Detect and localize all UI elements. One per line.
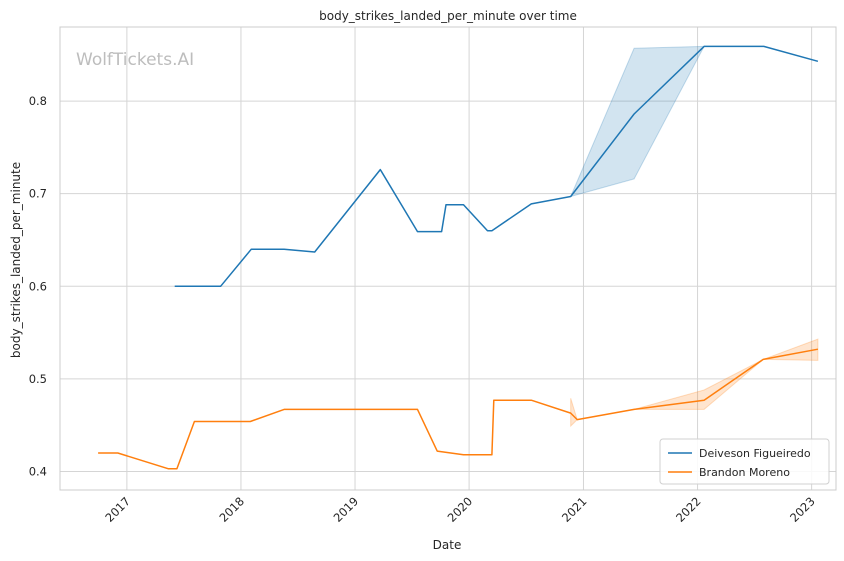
chart-title: body_strikes_landed_per_minute over time <box>319 9 577 23</box>
plot-area <box>60 27 836 490</box>
y-tick-label: 0.8 <box>29 94 47 108</box>
series-lines <box>98 45 819 470</box>
y-tick-label: 0.7 <box>29 187 47 201</box>
legend-label: Deiveson Figueiredo <box>699 447 811 460</box>
x-axis-label: Date <box>433 538 462 552</box>
y-tick-label: 0.4 <box>29 464 47 478</box>
y-tick-label: 0.6 <box>29 279 47 293</box>
y-axis-label: body_strikes_landed_per_minute <box>9 162 23 358</box>
legend-box <box>659 438 830 485</box>
watermark: WolfTickets.AI <box>76 50 194 70</box>
legend: Deiveson Figueiredo Brandon Moreno <box>659 438 830 485</box>
y-axis-ticks: 0.4 0.5 0.6 0.7 0.8 <box>29 94 47 478</box>
series-line <box>174 45 819 288</box>
series-line <box>98 348 819 470</box>
y-tick-label: 0.5 <box>29 372 47 386</box>
plot-frame <box>59 26 837 491</box>
legend-label: Brandon Moreno <box>699 466 790 479</box>
